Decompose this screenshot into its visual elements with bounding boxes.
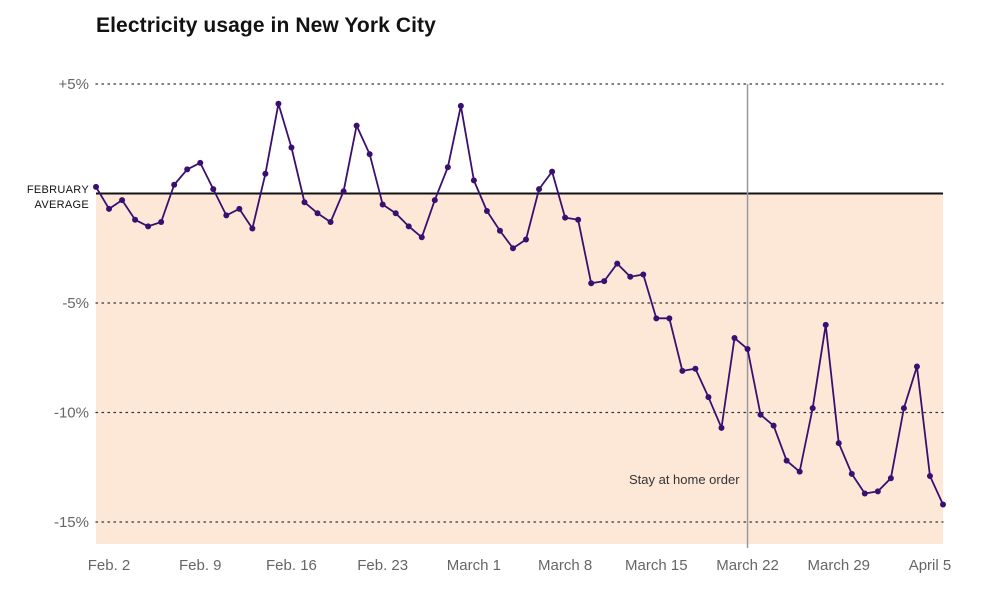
data-point <box>848 470 855 477</box>
data-point <box>483 208 490 215</box>
x-tick-label: Feb. 9 <box>179 557 222 574</box>
data-point <box>861 490 868 497</box>
y-tick-label: -15% <box>54 514 89 531</box>
data-point <box>197 159 204 166</box>
data-point <box>640 271 647 278</box>
data-point <box>444 164 451 171</box>
x-tick-label: March 29 <box>807 557 870 574</box>
data-point <box>549 168 556 175</box>
y-tick-label: -10% <box>54 405 89 422</box>
data-point <box>822 321 829 328</box>
x-tick-label: March 1 <box>447 557 501 574</box>
data-point <box>601 278 608 285</box>
data-point <box>809 405 816 412</box>
data-point <box>757 411 764 418</box>
data-point <box>171 181 178 188</box>
data-point <box>666 315 673 322</box>
data-point <box>874 488 881 495</box>
data-point <box>536 186 543 193</box>
x-tick-label: Feb. 2 <box>88 557 131 574</box>
data-point <box>262 170 269 177</box>
data-points <box>93 100 946 508</box>
y-axis: +5% -5% -10% -15% <box>54 76 89 531</box>
data-point <box>379 201 386 208</box>
data-point <box>210 186 217 193</box>
data-point <box>145 223 152 230</box>
data-point <box>158 218 165 225</box>
data-point <box>249 225 256 232</box>
data-point <box>731 335 738 342</box>
data-point <box>575 216 582 223</box>
data-point <box>913 363 920 370</box>
data-point <box>236 205 243 212</box>
data-point <box>692 365 699 372</box>
baseline-label-line-2: AVERAGE <box>35 199 89 211</box>
y-tick-label: -5% <box>62 295 89 312</box>
data-point <box>132 216 139 223</box>
data-point <box>470 177 477 184</box>
data-point <box>366 151 373 158</box>
data-point <box>288 144 295 151</box>
baseline-label-line-1: FEBRUARY <box>27 184 89 196</box>
x-tick-label: Feb. 23 <box>357 557 408 574</box>
annotation-label: Stay at home order <box>629 472 740 487</box>
data-point <box>900 405 907 412</box>
data-point <box>418 234 425 241</box>
data-point <box>770 422 777 429</box>
data-point <box>562 214 569 221</box>
x-tick-label: March 22 <box>716 557 779 574</box>
data-point <box>223 212 230 219</box>
data-point <box>523 236 530 243</box>
data-point <box>119 197 126 204</box>
chart-title: Electricity usage in New York City <box>96 14 436 37</box>
data-point <box>627 273 634 280</box>
x-tick-label: March 15 <box>625 557 688 574</box>
data-point <box>509 245 516 252</box>
x-tick-label: March 8 <box>538 557 592 574</box>
data-point <box>392 210 399 217</box>
data-point <box>275 100 282 107</box>
data-point <box>614 260 621 267</box>
data-point <box>835 440 842 447</box>
data-point <box>314 210 321 217</box>
data-point <box>184 166 191 173</box>
data-point <box>457 102 464 109</box>
data-point <box>588 280 595 287</box>
x-tick-label: April 5 <box>909 557 952 574</box>
data-point <box>926 473 933 480</box>
data-point <box>653 315 660 322</box>
data-point <box>887 475 894 482</box>
y-tick-label: +5% <box>59 76 89 93</box>
data-point <box>405 223 412 230</box>
data-point <box>796 468 803 475</box>
x-axis: Feb. 2 Feb. 9 Feb. 16 Feb. 23 March 1 March 8… <box>88 557 951 574</box>
data-point <box>718 424 725 431</box>
below-average-area <box>96 193 943 544</box>
data-point <box>744 345 751 352</box>
data-point <box>705 394 712 401</box>
data-point <box>340 188 347 195</box>
data-point <box>783 457 790 464</box>
data-point <box>327 218 334 225</box>
data-point <box>496 227 503 234</box>
data-point <box>353 122 360 129</box>
data-point <box>106 205 113 212</box>
x-tick-label: Feb. 16 <box>266 557 317 574</box>
data-point <box>679 367 686 374</box>
data-point <box>301 199 308 206</box>
data-point <box>431 197 438 204</box>
data-point <box>940 501 946 508</box>
data-point <box>93 183 99 190</box>
